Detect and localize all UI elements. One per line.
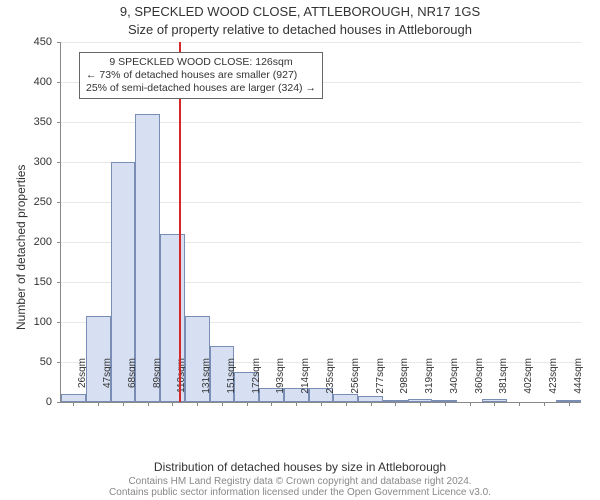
plot-area: 26sqm47sqm68sqm89sqm110sqm131sqm151sqm17… bbox=[60, 42, 581, 403]
ytick-label: 350 bbox=[0, 116, 52, 128]
ytick-mark bbox=[57, 322, 61, 323]
ytick-mark bbox=[57, 402, 61, 403]
ytick-label: 300 bbox=[0, 156, 52, 168]
annotation-box: 9 SPECKLED WOOD CLOSE: 126sqm← 73% of de… bbox=[79, 52, 323, 99]
xtick-label: 340sqm bbox=[449, 358, 460, 408]
ytick-mark bbox=[57, 202, 61, 203]
xtick-mark bbox=[519, 402, 520, 406]
xtick-mark bbox=[98, 402, 99, 406]
annotation-line: ← 73% of detached houses are smaller (92… bbox=[86, 69, 316, 82]
xtick-mark bbox=[73, 402, 74, 406]
xtick-mark bbox=[123, 402, 124, 406]
ytick-mark bbox=[57, 242, 61, 243]
xtick-mark bbox=[296, 402, 297, 406]
xtick-label: 402sqm bbox=[523, 358, 534, 408]
xtick-mark bbox=[371, 402, 372, 406]
xtick-mark bbox=[494, 402, 495, 406]
attribution-line1: Contains HM Land Registry data © Crown c… bbox=[128, 476, 471, 487]
chart-title-line1: 9, SPECKLED WOOD CLOSE, ATTLEBOROUGH, NR… bbox=[0, 4, 600, 19]
xtick-mark bbox=[271, 402, 272, 406]
xtick-mark bbox=[445, 402, 446, 406]
ytick-mark bbox=[57, 362, 61, 363]
xtick-label: 444sqm bbox=[573, 358, 584, 408]
xtick-mark bbox=[197, 402, 198, 406]
xtick-mark bbox=[569, 402, 570, 406]
xtick-mark bbox=[346, 402, 347, 406]
ytick-mark bbox=[57, 42, 61, 43]
gridline bbox=[61, 42, 581, 43]
annotation-line: 25% of semi-detached houses are larger (… bbox=[86, 82, 316, 95]
chart-title-line2: Size of property relative to detached ho… bbox=[0, 22, 600, 37]
xtick-label: 381sqm bbox=[498, 358, 509, 408]
attribution-text: Contains HM Land Registry data © Crown c… bbox=[0, 476, 600, 498]
xtick-mark bbox=[222, 402, 223, 406]
xtick-mark bbox=[247, 402, 248, 406]
ytick-label: 450 bbox=[0, 36, 52, 48]
ytick-mark bbox=[57, 122, 61, 123]
xtick-mark bbox=[420, 402, 421, 406]
xtick-mark bbox=[395, 402, 396, 406]
ytick-label: 50 bbox=[0, 356, 52, 368]
ytick-label: 200 bbox=[0, 236, 52, 248]
ytick-label: 400 bbox=[0, 76, 52, 88]
ytick-label: 150 bbox=[0, 276, 52, 288]
xtick-mark bbox=[321, 402, 322, 406]
ytick-label: 100 bbox=[0, 316, 52, 328]
ytick-label: 250 bbox=[0, 196, 52, 208]
x-axis-label: Distribution of detached houses by size … bbox=[0, 460, 600, 474]
annotation-line: 9 SPECKLED WOOD CLOSE: 126sqm bbox=[86, 56, 316, 69]
xtick-mark bbox=[148, 402, 149, 406]
xtick-mark bbox=[172, 402, 173, 406]
attribution-line2: Contains public sector information licen… bbox=[109, 487, 491, 498]
ytick-mark bbox=[57, 282, 61, 283]
xtick-mark bbox=[470, 402, 471, 406]
xtick-mark bbox=[544, 402, 545, 406]
ytick-label: 0 bbox=[0, 396, 52, 408]
ytick-mark bbox=[57, 82, 61, 83]
ytick-mark bbox=[57, 162, 61, 163]
